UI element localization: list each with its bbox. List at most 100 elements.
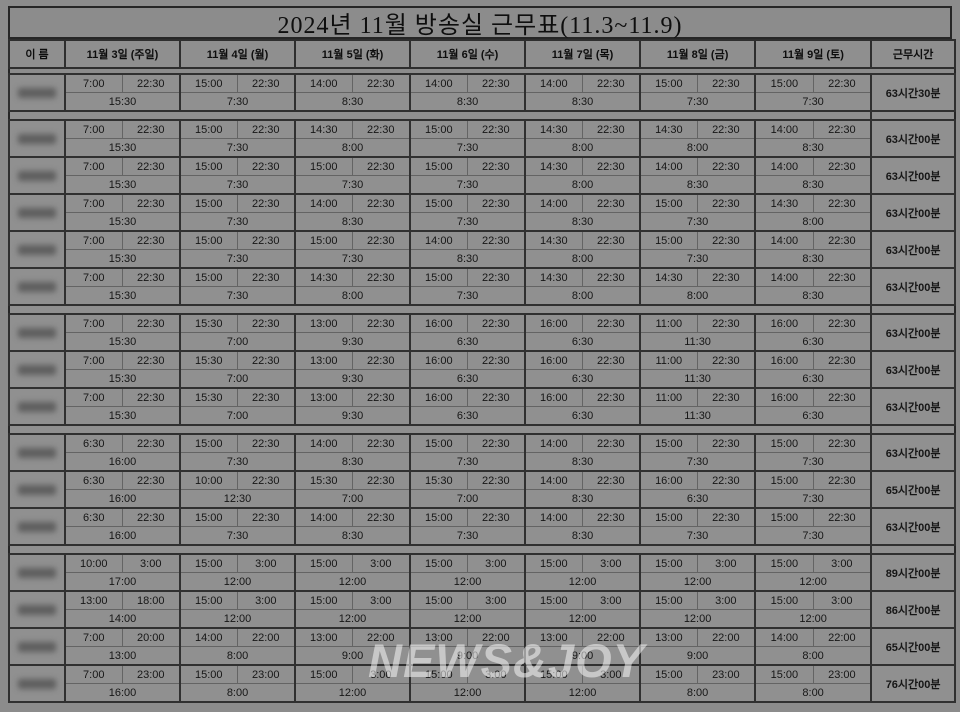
shift-end-cell: 22:30 <box>236 267 297 287</box>
person-shift-row: 10:00 3:00 15:00 3:00 15:00 3:00 15:00 3:00 15:0… <box>8 553 957 592</box>
shift-start-cell: 7:00 <box>64 156 122 176</box>
duration-cell: 7:30 <box>179 526 297 546</box>
duration-cell: 15:30 <box>63 92 182 112</box>
duration-cell: 7:00 <box>179 369 297 389</box>
duration-cell: 7:30 <box>639 212 757 232</box>
shift-end-cell: 3:00 <box>581 553 642 573</box>
column-header-day: 11월 5일 (화) <box>294 39 412 69</box>
shift-end-cell: 22:00 <box>351 627 412 647</box>
shift-end-cell: 22:30 <box>466 156 527 176</box>
shift-start-cell: 15:00 <box>409 267 468 287</box>
name-cell <box>8 553 66 592</box>
group-gap-row <box>9 545 956 554</box>
shift-end-cell: 22:30 <box>581 433 642 453</box>
name-cell <box>8 73 66 112</box>
shift-start-cell: 14:00 <box>754 230 814 250</box>
shift-start-cell: 7:00 <box>64 267 122 287</box>
shift-end-cell: 3:00 <box>466 664 527 684</box>
shift-start-cell: 10:00 <box>64 553 122 573</box>
duration-cell: 8:30 <box>754 286 873 306</box>
duration-cell: 16:00 <box>63 489 182 509</box>
shift-start-cell: 14:30 <box>294 267 353 287</box>
shift-end-cell: 22:30 <box>121 470 182 490</box>
duration-cell: 12:00 <box>524 572 642 592</box>
duration-cell: 7:30 <box>409 452 527 472</box>
name-cell <box>8 387 66 426</box>
name-cell <box>8 313 66 352</box>
shift-start-cell: 15:00 <box>754 433 814 453</box>
duration-cell: 7:30 <box>409 526 527 546</box>
shift-end-cell: 22:30 <box>812 156 873 176</box>
shift-end-cell: 22:30 <box>121 230 182 250</box>
shift-end-cell: 23:00 <box>812 664 873 684</box>
shift-end-cell: 3:00 <box>121 553 182 573</box>
shift-start-cell: 7:00 <box>64 664 122 684</box>
name-cell <box>8 156 66 195</box>
duration-cell: 15:30 <box>63 406 182 426</box>
duration-cell: 8:30 <box>524 452 642 472</box>
shift-start-cell: 15:00 <box>179 267 238 287</box>
duration-cell: 11:30 <box>639 332 757 352</box>
shift-start-cell: 10:00 <box>179 470 238 490</box>
shift-end-cell: 22:30 <box>581 470 642 490</box>
duration-cell: 7:30 <box>409 286 527 306</box>
shift-end-cell: 3:00 <box>351 664 412 684</box>
group-gap-row <box>9 68 956 74</box>
column-header-day: 11월 7일 (목) <box>524 39 642 69</box>
shift-end-cell: 22:30 <box>236 313 297 333</box>
shift-start-cell: 15:00 <box>409 664 468 684</box>
total-hours-cell: 76시간00분 <box>870 664 957 703</box>
shift-end-cell: 22:30 <box>121 507 182 527</box>
shift-start-cell: 15:30 <box>294 470 353 490</box>
person-duration-row: 16:00 7:30 8:30 7:30 8:30 7:30 7:30 <box>9 452 955 472</box>
duration-cell: 8:00 <box>754 212 873 232</box>
duration-cell: 12:00 <box>294 572 412 592</box>
shift-start-cell: 15:00 <box>179 507 238 527</box>
person-shift-row: 7:00 22:30 15:30 22:30 13:00 22:30 16:00 22:30 1… <box>8 350 957 389</box>
duration-cell: 8:00 <box>524 249 642 269</box>
column-header-day: 11월 3일 (주일) <box>63 39 182 69</box>
gap-cell-total-column <box>870 425 956 434</box>
shift-end-cell: 22:30 <box>581 507 642 527</box>
shift-start-cell: 15:00 <box>409 156 468 176</box>
duration-cell: 12:00 <box>524 683 642 703</box>
person-shift-row: 7:00 22:30 15:00 22:30 14:30 22:30 15:00 22:30 1… <box>8 119 957 158</box>
shift-end-cell: 22:30 <box>236 470 297 490</box>
total-hours-cell: 65시간00분 <box>870 470 957 509</box>
duration-cell: 8:30 <box>524 526 642 546</box>
person-shift-row: 6:30 22:30 10:00 22:30 15:30 22:30 15:30 22:30 1… <box>8 470 957 509</box>
duration-cell: 7:30 <box>409 138 527 158</box>
shift-end-cell: 22:30 <box>696 433 757 453</box>
duration-cell: 12:00 <box>409 683 527 703</box>
shift-end-cell: 22:30 <box>466 470 527 490</box>
name-cell <box>8 230 66 269</box>
duration-cell: 15:30 <box>63 332 182 352</box>
shift-end-cell: 23:00 <box>121 664 182 684</box>
duration-cell: 6:30 <box>409 406 527 426</box>
duration-cell: 7:30 <box>179 138 297 158</box>
shift-end-cell: 22:30 <box>812 267 873 287</box>
shift-end-cell: 22:00 <box>466 627 527 647</box>
duration-cell: 14:00 <box>63 609 182 629</box>
duration-cell: 7:30 <box>754 489 873 509</box>
shift-end-cell: 22:30 <box>466 387 527 407</box>
blurred-name <box>18 604 56 615</box>
duration-cell: 7:30 <box>639 452 757 472</box>
shift-end-cell: 22:30 <box>696 156 757 176</box>
duration-cell: 8:30 <box>639 175 757 195</box>
person-shift-row: 6:30 22:30 15:00 22:30 14:00 22:30 15:00 22:30 1… <box>8 433 957 472</box>
shift-start-cell: 11:00 <box>639 313 698 333</box>
shift-start-cell: 15:00 <box>294 590 353 610</box>
column-header-day: 11월 6일 (수) <box>409 39 527 69</box>
person-shift-row: 7:00 22:30 15:00 22:30 15:00 22:30 14:00 22:30 1… <box>8 230 957 269</box>
shift-start-cell: 15:00 <box>754 507 814 527</box>
shift-start-cell: 15:00 <box>524 553 583 573</box>
shift-start-cell: 14:30 <box>524 230 583 250</box>
duration-cell: 7:00 <box>179 332 297 352</box>
duration-cell: 7:30 <box>639 526 757 546</box>
blurred-name <box>18 327 56 338</box>
blurred-name <box>18 641 56 652</box>
total-hours-cell: 63시간00분 <box>870 230 957 269</box>
duration-cell: 8:00 <box>524 138 642 158</box>
shift-start-cell: 11:00 <box>639 387 698 407</box>
